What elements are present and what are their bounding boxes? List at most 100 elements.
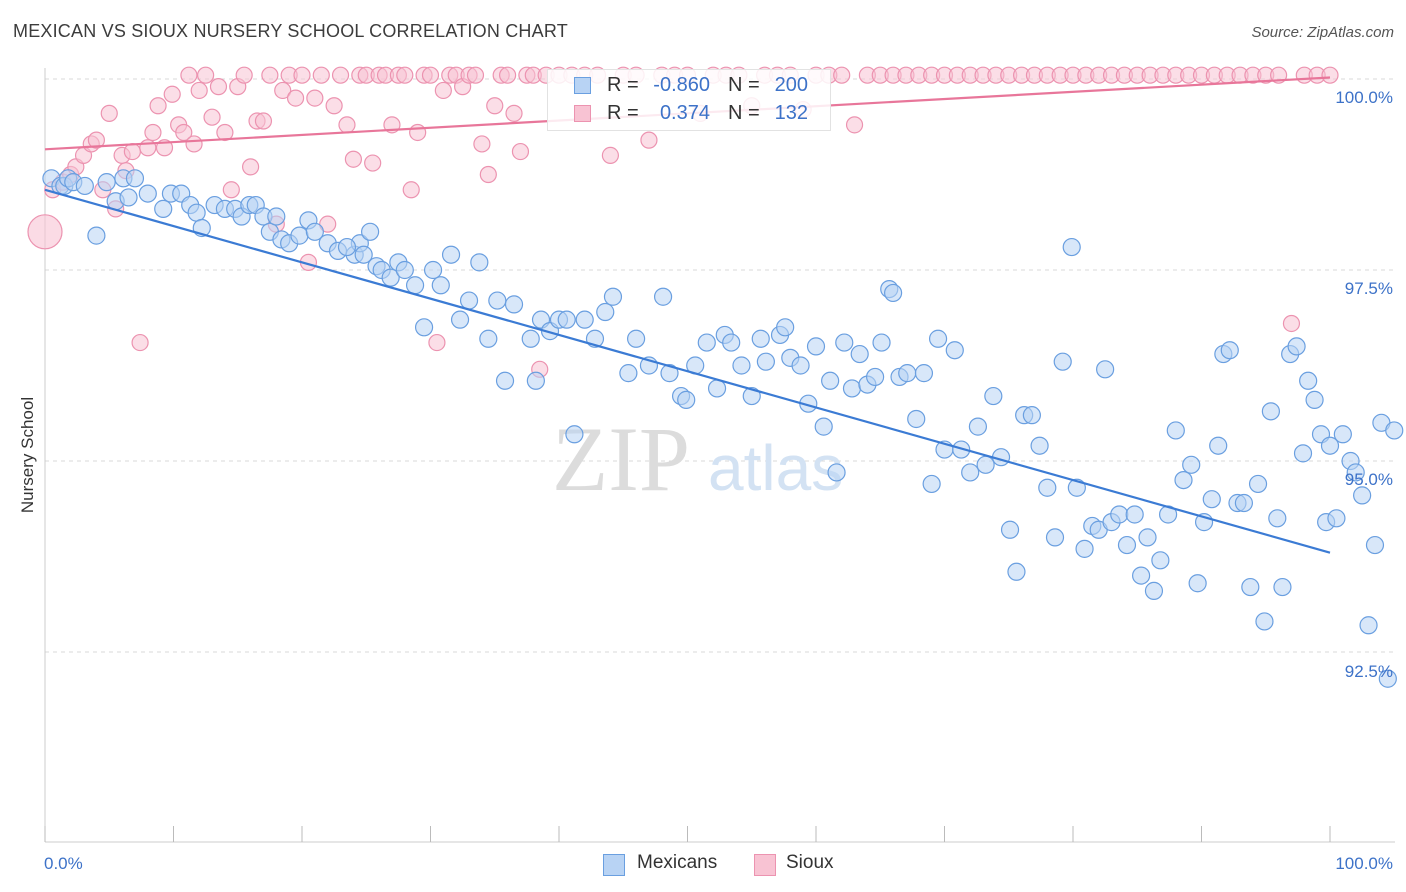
data-point <box>286 89 305 107</box>
data-point <box>185 135 203 153</box>
r-label: R = <box>607 74 639 96</box>
data-point <box>883 283 903 303</box>
data-point <box>898 364 917 383</box>
data-point <box>521 329 540 348</box>
data-point <box>565 425 584 444</box>
data-point <box>97 173 116 192</box>
data-point <box>968 417 988 436</box>
mexicans-legend-swatch <box>603 854 625 876</box>
data-point <box>821 371 840 390</box>
y-tick-label: 97.5% <box>1345 279 1393 298</box>
data-point <box>293 66 311 84</box>
data-point <box>1000 520 1020 539</box>
data-point <box>479 329 498 348</box>
data-point <box>87 226 106 245</box>
data-point <box>396 66 414 84</box>
data-point <box>306 89 324 107</box>
data-point <box>414 318 434 337</box>
data-point <box>338 116 356 134</box>
axes <box>44 68 1395 843</box>
data-point <box>1220 341 1239 360</box>
data-point <box>914 364 934 383</box>
data-point <box>845 116 864 134</box>
data-point <box>505 104 523 122</box>
data-point <box>337 237 357 257</box>
data-point <box>653 287 673 306</box>
data-point <box>928 329 948 348</box>
data-point <box>961 463 980 482</box>
data-point <box>697 333 716 352</box>
data-point <box>261 66 279 84</box>
data-point <box>660 364 679 383</box>
data-point <box>842 379 862 398</box>
data-point <box>833 66 851 84</box>
data-point <box>1117 535 1137 555</box>
watermark: ZIP atlas <box>552 408 843 510</box>
data-point <box>1045 528 1065 547</box>
data-point <box>1299 371 1318 390</box>
data-point <box>1353 486 1372 505</box>
chart-title: MEXICAN VS SIOUX NURSERY SCHOOL CORRELAT… <box>13 21 568 41</box>
data-point <box>626 329 646 348</box>
data-point <box>1282 314 1301 333</box>
data-point <box>722 333 741 352</box>
data-point <box>1305 390 1324 409</box>
data-point <box>814 417 833 436</box>
data-point <box>466 66 485 84</box>
data-point <box>1125 505 1144 524</box>
mexicans-legend-label: Mexicans <box>637 852 718 873</box>
data-point <box>87 131 106 149</box>
data-point <box>499 66 517 84</box>
data-point <box>976 455 995 474</box>
data-point <box>123 142 141 161</box>
data-point <box>305 222 324 241</box>
data-point <box>827 463 846 482</box>
data-point <box>1174 471 1193 490</box>
data-point <box>1320 436 1340 455</box>
data-point <box>190 81 208 100</box>
data-point <box>428 333 446 352</box>
data-point <box>1365 535 1385 555</box>
data-point <box>601 146 620 164</box>
x-tick-labels: 0.0% 100.0% <box>44 854 1393 873</box>
data-point <box>742 386 761 406</box>
data-point <box>197 66 215 84</box>
r-value: 0.374 <box>659 102 710 124</box>
data-point <box>100 104 118 122</box>
data-point <box>216 123 234 142</box>
data-point <box>488 291 507 310</box>
data-point <box>1096 360 1115 379</box>
data-point <box>209 78 228 96</box>
data-point <box>405 276 425 295</box>
data-point <box>274 81 292 100</box>
data-point <box>470 253 489 272</box>
data-point <box>434 81 452 100</box>
data-point <box>791 356 810 375</box>
data-point <box>1378 669 1397 688</box>
x-tick-label: 0.0% <box>44 854 83 873</box>
data-point <box>1209 436 1228 455</box>
mexicans-trend-line <box>44 188 1331 554</box>
data-point <box>1110 505 1129 524</box>
data-point <box>677 390 696 409</box>
data-point <box>254 112 273 130</box>
y-tick-label: 95.0% <box>1345 470 1393 489</box>
data-point <box>1202 490 1221 509</box>
data-point <box>640 131 658 149</box>
data-point <box>242 158 260 176</box>
data-point <box>312 66 330 84</box>
data-point <box>1038 478 1057 497</box>
data-point <box>866 367 885 387</box>
data-point <box>835 333 854 352</box>
data-point <box>441 245 461 264</box>
data-point <box>325 97 343 115</box>
data-point <box>1321 66 1339 84</box>
data-point <box>1241 577 1260 597</box>
data-point <box>511 142 530 161</box>
data-point <box>1166 421 1185 440</box>
data-point <box>473 135 491 153</box>
data-point <box>222 181 240 199</box>
data-point <box>344 150 362 168</box>
data-point <box>267 207 286 226</box>
data-point <box>504 295 524 314</box>
